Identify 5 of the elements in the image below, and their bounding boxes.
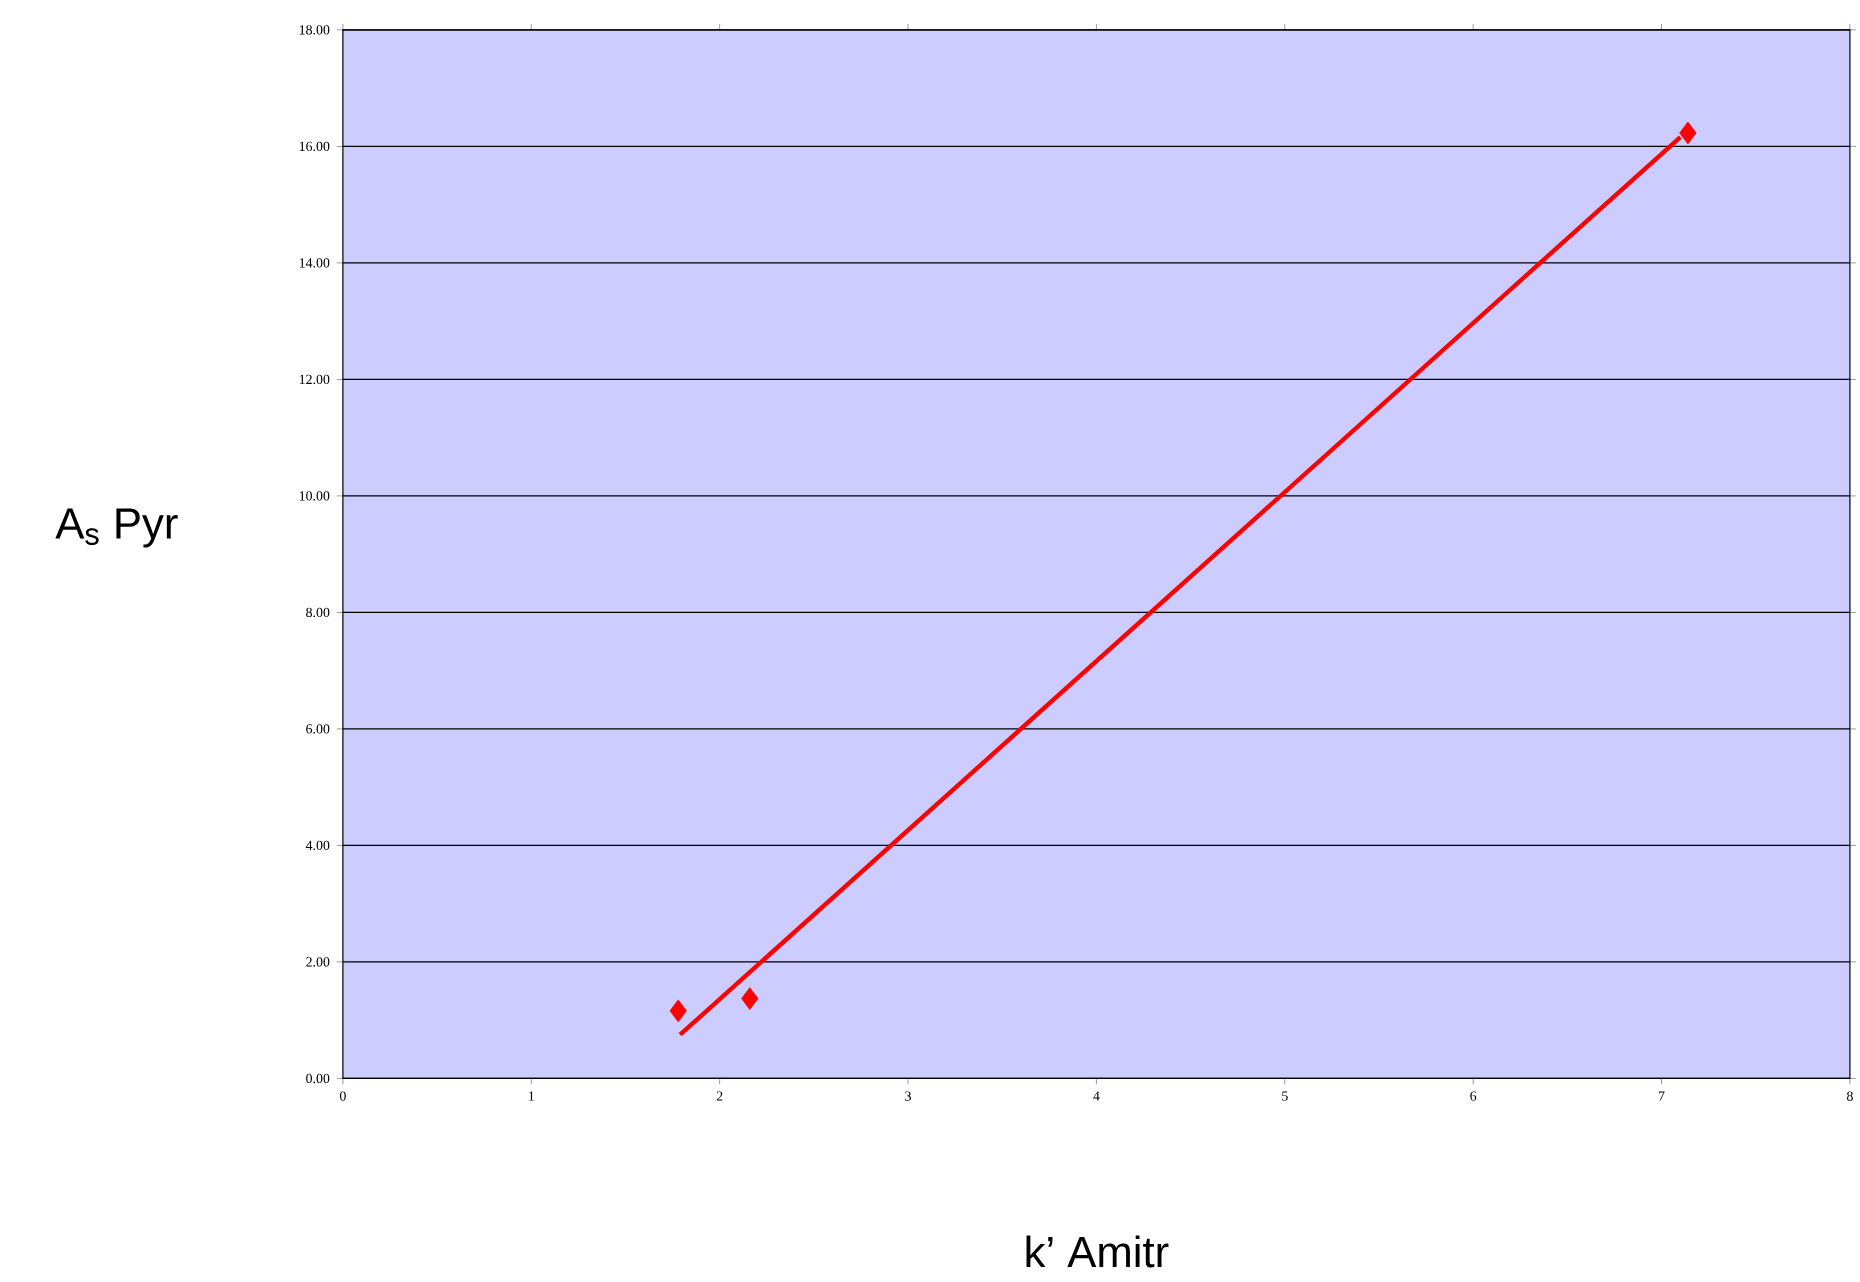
point: [669, 999, 687, 1023]
x-axis-title: k’ Amitr: [1026, 1235, 1169, 1268]
y-axis-title: A$_{s}$ Pyr: [55, 508, 178, 548]
point: [741, 987, 759, 1011]
point: [1679, 121, 1697, 145]
